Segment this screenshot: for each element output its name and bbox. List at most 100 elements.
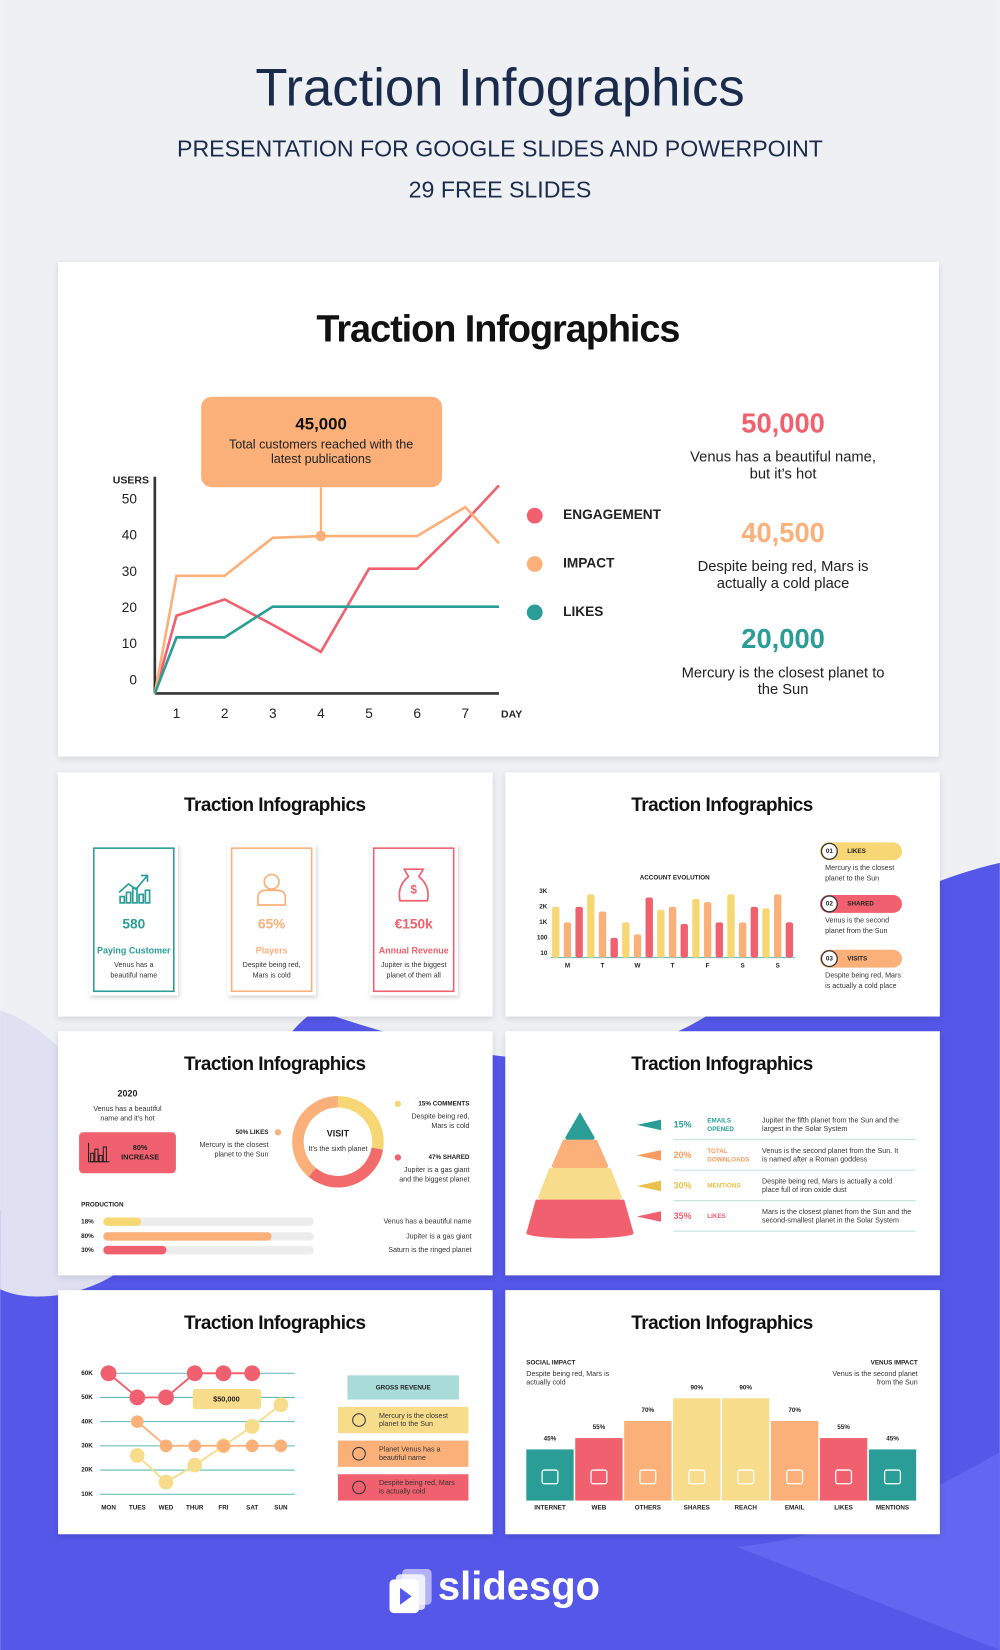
row-arrow	[636, 1150, 662, 1161]
row-text: Mars is the closest planet from the Sun …	[762, 1208, 911, 1216]
point	[129, 1389, 146, 1406]
bar	[598, 911, 607, 958]
increase-box	[79, 1132, 176, 1174]
bar	[552, 906, 560, 958]
progress-track	[103, 1217, 314, 1226]
card-text: planet of them all	[387, 971, 442, 979]
info-text: Despite being red, Mars	[379, 1479, 455, 1487]
card	[89, 843, 178, 996]
x-tick-label: THUR	[186, 1505, 204, 1512]
card	[227, 843, 316, 996]
pyramid-layer	[565, 1112, 595, 1143]
point	[187, 1457, 203, 1473]
y-tick-label: 0	[129, 672, 137, 687]
bar	[703, 902, 712, 958]
bar	[575, 906, 583, 958]
x-tick-label: LIKES	[834, 1505, 853, 1512]
pill	[819, 894, 902, 913]
progress-label: 30%	[81, 1247, 94, 1254]
icon	[119, 895, 126, 904]
x-tick-label: T	[601, 963, 605, 970]
y-tick-label: 10	[540, 950, 548, 957]
note-dot	[394, 1154, 402, 1161]
y-tick-label: 50	[122, 491, 138, 506]
production-title: PRODUCTION	[81, 1202, 124, 1209]
bar-icon	[883, 1469, 902, 1485]
info-icon	[352, 1480, 366, 1495]
y-tick-label: 10	[122, 636, 138, 651]
item-text: planet from the Sun	[825, 927, 887, 935]
card-value: 580	[122, 917, 145, 932]
info-text: Mercury is the closest	[379, 1412, 448, 1420]
progress-bar	[103, 1245, 167, 1255]
row-percent: 15%	[674, 1119, 692, 1129]
note-label: 47% SHARED	[429, 1154, 470, 1161]
pill	[819, 949, 902, 968]
row-percent: 20%	[674, 1150, 692, 1160]
value-label: 70%	[642, 1407, 655, 1414]
bar-icon	[786, 1469, 804, 1485]
annotation: $50,000	[213, 1394, 240, 1403]
x-tick-label: 6	[413, 706, 421, 721]
bar	[624, 1421, 672, 1501]
chart-title: ACCOUNT EVOLUTION	[640, 874, 710, 881]
callout-text: latest publications	[271, 452, 371, 466]
bar-icon	[737, 1469, 755, 1485]
info-box	[337, 1474, 469, 1501]
row-label: OPENED	[707, 1126, 734, 1133]
page-title: Traction Infographics	[255, 58, 744, 117]
info-text: planet to the Sun	[379, 1420, 433, 1428]
value-label: 45%	[886, 1436, 899, 1443]
note-text: Mars is cold	[431, 1122, 469, 1130]
slide	[505, 772, 940, 1017]
pill-label: SHARED	[847, 901, 874, 908]
x-tick-label: F	[706, 963, 710, 970]
x-tick-label: MON	[101, 1505, 116, 1512]
x-tick-label: INTERNET	[534, 1505, 566, 1512]
x-tick-label: EMAIL	[785, 1505, 805, 1512]
card-text: Despite being red,	[243, 961, 301, 969]
progress-bar	[103, 1217, 142, 1226]
card-text: Venus has a	[114, 961, 153, 969]
y-tick-label: 10K	[81, 1491, 93, 1498]
icon	[125, 891, 132, 904]
icon	[118, 874, 149, 893]
icon	[88, 1142, 110, 1163]
bar	[785, 922, 794, 958]
bar	[575, 1438, 623, 1501]
card-text: Jupiter is the biggest	[381, 961, 447, 969]
legend-swatch	[526, 507, 543, 524]
slide-title: Traction Infographics	[316, 308, 679, 350]
side-text: actually cold	[526, 1379, 565, 1387]
x-tick-label: SAT	[246, 1505, 258, 1512]
legend-swatch	[526, 556, 543, 572]
bar	[715, 922, 723, 958]
series-line	[153, 605, 499, 694]
y-tick-label: 30K	[81, 1443, 93, 1450]
y-tick-label: 100	[537, 935, 548, 942]
x-tick-label: SUN	[274, 1505, 288, 1512]
bar	[673, 1398, 721, 1501]
row-percent: 35%	[674, 1211, 692, 1221]
point	[245, 1439, 259, 1453]
bar-icon	[541, 1469, 559, 1485]
callout-value: 45,000	[295, 415, 346, 434]
logo-icon	[400, 1587, 412, 1605]
callout-box	[201, 396, 443, 488]
row-arrow	[636, 1119, 662, 1131]
slide-title: Traction Infographics	[184, 1313, 366, 1334]
slide-title: Traction Infographics	[631, 1313, 813, 1334]
value-label: 55%	[593, 1424, 606, 1431]
pyramid-layer	[526, 1199, 634, 1239]
x-tick-label: WED	[159, 1505, 174, 1512]
bar	[738, 922, 747, 958]
y-tick-label: 20	[122, 600, 138, 615]
bar	[680, 924, 688, 958]
card-label: Players	[256, 946, 288, 956]
icon	[263, 873, 280, 891]
stat-value: 40,500	[741, 517, 825, 548]
y-tick-label: 3K	[539, 888, 548, 895]
info-text: beautiful name	[379, 1454, 426, 1462]
